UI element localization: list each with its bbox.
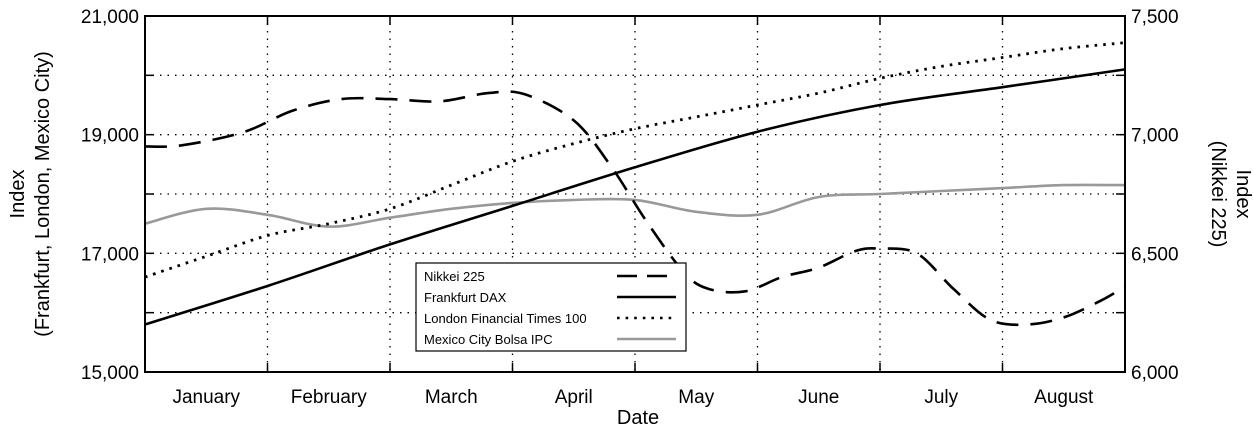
x-axis-tick-labels: January February March April May June July Augu… (172, 387, 1094, 408)
legend-label: Mexico City Bolsa IPC (424, 332, 553, 347)
x-axis-title: Date (617, 407, 659, 429)
series-line-mexico-city-bolsa-ipc (144, 183, 1126, 228)
right-tick-label: 7,500 (1131, 7, 1179, 28)
legend-label: London Financial Times 100 (424, 311, 587, 326)
left-tick-label: 17,000 (81, 244, 139, 265)
legend-label: Nikkei 225 (424, 269, 485, 284)
right-axis-title: Index (Nikkei 225) (1207, 141, 1254, 248)
right-axis-title-line-1: Index (1232, 170, 1254, 219)
left-tick-label: 19,000 (81, 126, 139, 147)
x-tick-label: July (924, 387, 958, 408)
right-tick-label: 6,500 (1131, 244, 1179, 265)
left-axis-title-line-2: (Frankfurt, London, Mexico City) (32, 51, 54, 337)
left-tick-label: 15,000 (81, 363, 139, 384)
x-tick-label: January (172, 387, 240, 408)
series-line-frankfurt-dax (144, 68, 1126, 326)
left-axis-tick-labels: 15,000 17,000 19,000 21,000 (81, 7, 139, 384)
x-tick-label: March (425, 387, 478, 408)
right-axis-tick-labels: 6,000 6,500 7,000 7,500 (1131, 7, 1179, 384)
right-tick-label: 7,000 (1131, 126, 1179, 147)
right-tick-label: 6,000 (1131, 363, 1179, 384)
x-tick-label: February (291, 387, 368, 408)
x-tick-label: April (555, 387, 593, 408)
legend-box (415, 262, 687, 352)
left-tick-label: 21,000 (81, 7, 139, 28)
x-tick-label: June (798, 387, 839, 408)
left-axis-title: Index (Frankfurt, London, Mexico City) (7, 51, 54, 337)
right-axis-title-line-2: (Nikkei 225) (1207, 141, 1229, 248)
x-tick-label: May (678, 387, 714, 408)
axis-ticks (145, 16, 1125, 372)
left-axis-title-line-1: Index (7, 170, 29, 219)
legend-label: Frankfurt DAX (424, 290, 507, 305)
series-line-nikkei-225 (144, 90, 1126, 327)
legend: Nikkei 225 Frankfurt DAX London Financial … (415, 262, 687, 352)
x-tick-label: August (1034, 387, 1094, 408)
series-layer (144, 41, 1126, 327)
